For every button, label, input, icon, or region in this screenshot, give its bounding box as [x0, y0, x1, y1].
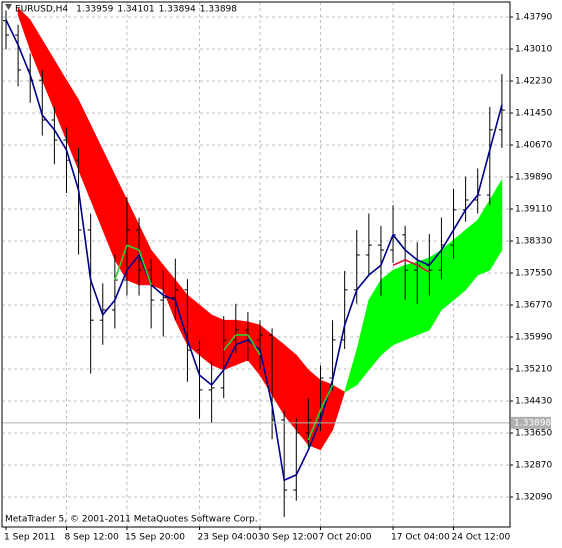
plot-frame: [1, 1, 511, 528]
y-tick-label: 1.32090: [515, 493, 552, 503]
y-tick-label: 1.34430: [515, 397, 552, 407]
x-tick-label: 7 Oct 20:00: [318, 533, 371, 543]
chart-title: EURUSD,H4: [15, 5, 68, 15]
signal-segment: [114, 244, 128, 281]
x-tick-label: 1 Sep 2011: [4, 533, 55, 543]
price-label: 1.33898: [514, 418, 551, 428]
cloud-segment: [295, 354, 309, 446]
symbol-icon: [5, 4, 12, 10]
y-tick-label: 1.35990: [515, 333, 552, 343]
cloud-segment: [404, 261, 418, 341]
x-tick-label: 30 Sep 12:00: [258, 533, 318, 543]
y-tick-label: 1.41450: [515, 109, 552, 119]
x-tick-label: 24 Oct 12:00: [452, 533, 511, 543]
cloud-segment: [211, 314, 225, 371]
signal-segment: [319, 384, 334, 411]
signal-segment: [392, 259, 406, 266]
cloud-segment: [308, 369, 321, 451]
y-tick-label: 1.42230: [515, 77, 552, 87]
y-tick-label: 1.40670: [515, 141, 552, 151]
x-tick-label: 17 Oct 04:00: [391, 533, 450, 543]
y-tick-label: 1.38330: [515, 237, 552, 247]
quote-value: 1.33898: [200, 5, 237, 15]
plot-area: [2, 2, 510, 527]
y-tick-label: 1.39110: [515, 205, 552, 215]
signal-segment: [138, 249, 152, 286]
cloud-segment: [380, 269, 394, 356]
quote-value: 1.33959: [76, 5, 113, 15]
y-tick-label: 1.32870: [515, 461, 552, 471]
cloud-segment: [199, 304, 212, 366]
cloud-segment: [489, 178, 503, 272]
price-label-box: [511, 416, 551, 429]
cloud-segment: [392, 264, 406, 346]
signal-segment: [223, 334, 237, 351]
cloud-segment: [283, 344, 297, 431]
x-tick-label: 15 Sep 20:00: [125, 533, 185, 543]
x-tick-label: 8 Sep 12:00: [64, 533, 119, 543]
cloud-segment: [332, 384, 346, 431]
signal-segment: [307, 409, 322, 441]
x-tick-label: 23 Sep 04:00: [198, 533, 258, 543]
signal-segment: [404, 259, 418, 266]
y-tick-label: 1.36770: [515, 301, 552, 311]
quote-value: 1.33894: [159, 5, 196, 15]
y-tick-label: 1.37550: [515, 269, 552, 279]
y-tick-label: 1.43010: [515, 45, 552, 55]
signal-segment: [247, 334, 261, 356]
cloud-segment: [441, 239, 454, 311]
y-tick-label: 1.39890: [515, 173, 552, 183]
cloud-segment: [453, 229, 466, 301]
cloud-segment: [223, 319, 237, 371]
quote-value: 1.34101: [117, 5, 154, 15]
signal-segment: [126, 244, 140, 251]
footer: MetaTrader 5, © 2001-2011 MetaQuotes Sof…: [5, 515, 258, 525]
y-tick-label: 1.33650: [515, 429, 552, 439]
y-tick-label: 1.43790: [515, 13, 552, 23]
signal-segment: [416, 264, 430, 273]
y-tick-label: 1.35210: [515, 365, 552, 375]
